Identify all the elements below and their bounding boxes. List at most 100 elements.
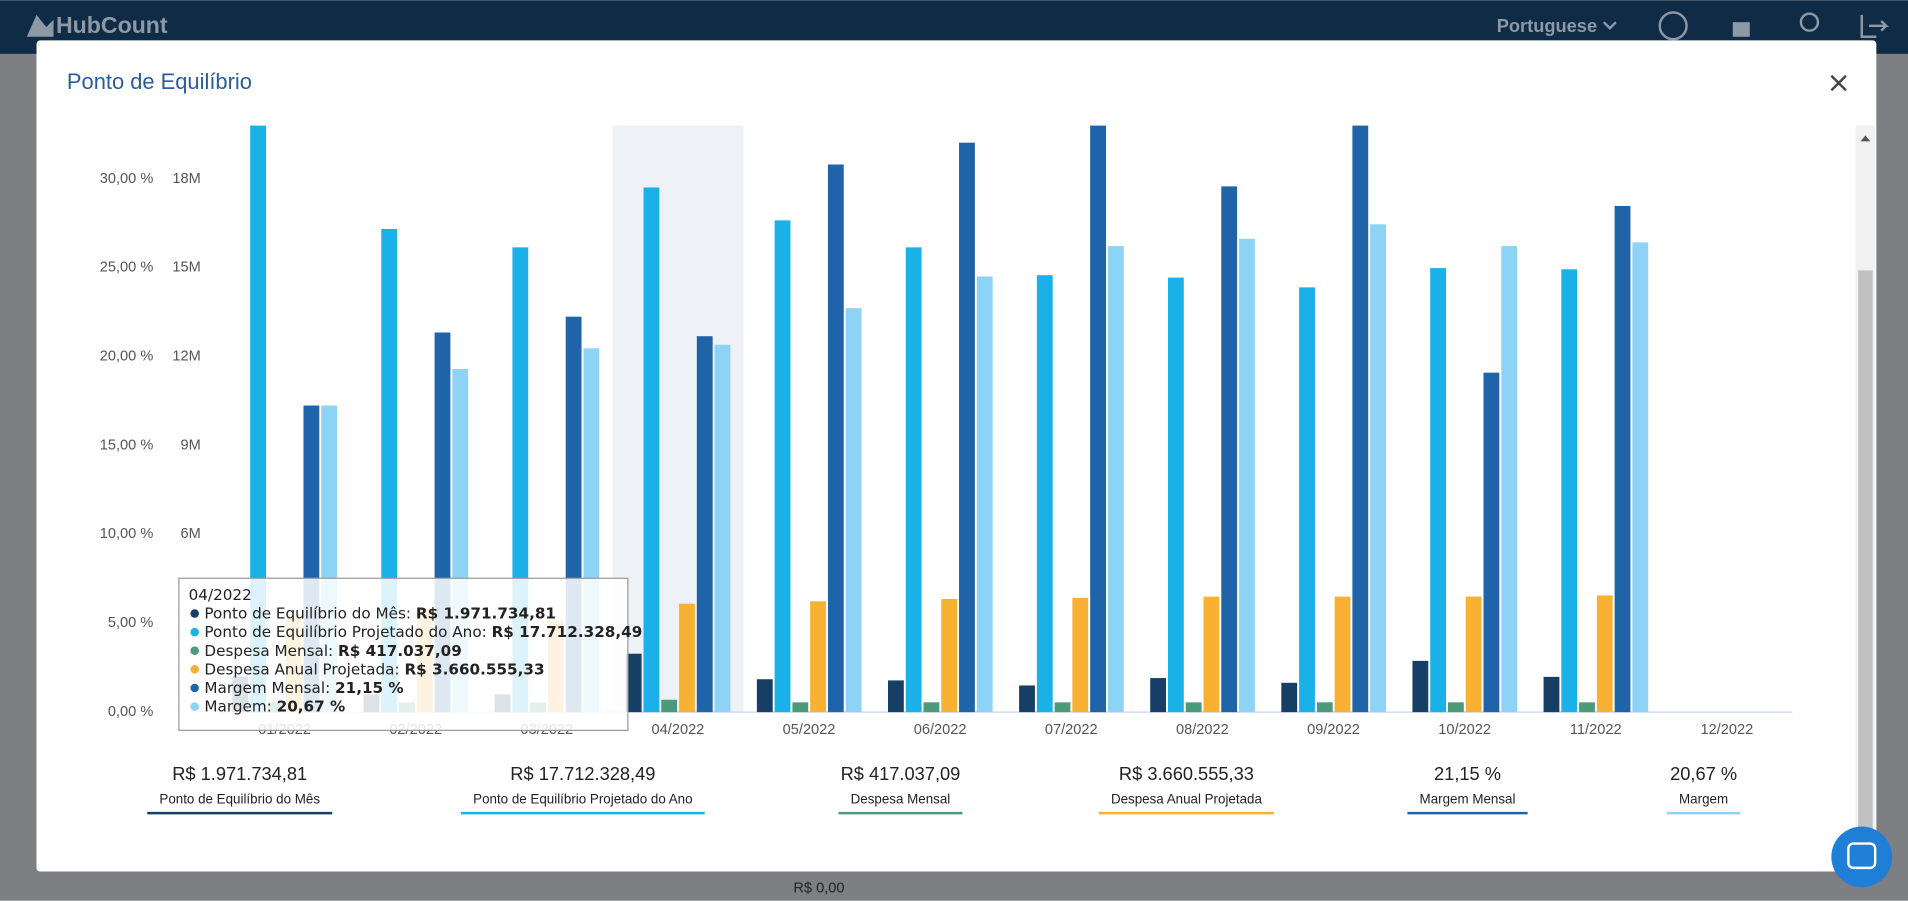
tooltip-dot: [190, 665, 199, 674]
summary-label: Ponto de Equilíbrio do Mês: [159, 791, 320, 806]
modal-title: Ponto de Equilíbrio: [67, 69, 252, 94]
y2-tick-label: 15M: [172, 260, 200, 276]
bar: [714, 344, 731, 713]
logo: HubCount: [56, 12, 168, 38]
tooltip-separator: :: [394, 660, 404, 678]
y-tick-label: 15,00 %: [100, 437, 154, 453]
idea-icon[interactable]: [1799, 12, 1820, 32]
summary-label: Despesa Anual Projetada: [1111, 791, 1263, 806]
bar: [1221, 186, 1238, 713]
chat-icon: [1847, 842, 1877, 870]
bar: [1281, 682, 1298, 713]
x-tick-label: 12/2022: [1700, 722, 1753, 738]
bar: [1019, 685, 1035, 713]
bar: [1370, 224, 1386, 713]
summary-value: 21,15 %: [1434, 763, 1501, 784]
x-tick-label: 06/2022: [914, 722, 967, 738]
bar: [679, 603, 695, 713]
tooltip-separator: :: [406, 604, 416, 622]
bar: [959, 142, 975, 713]
tooltip-value: R$ 1.971.734,81: [416, 604, 556, 622]
bar: [774, 220, 791, 713]
bar: [792, 702, 809, 713]
tooltip-series-name: Ponto de Equilíbrio Projetado do Ano: [204, 623, 481, 641]
bar: [1501, 246, 1518, 713]
tooltip-row: Despesa Anual Projetada: R$ 3.660.555,33: [204, 660, 544, 678]
x-tick-label: 05/2022: [783, 722, 836, 738]
lock-icon[interactable]: [1732, 22, 1750, 37]
chat-button[interactable]: [1831, 826, 1893, 888]
bar: [756, 679, 773, 713]
summary-label: Margem Mensal: [1420, 791, 1516, 806]
close-button[interactable]: [1830, 74, 1847, 92]
summary-label: Ponto de Equilíbrio Projetado do Ano: [473, 791, 692, 806]
summary-label: Despesa Mensal: [851, 791, 951, 806]
y-tick-label: 20,00 %: [100, 349, 154, 365]
bar: [1352, 125, 1369, 713]
tooltip-row: Margem: 20,67 %: [204, 697, 345, 715]
bar: [1090, 125, 1106, 713]
bar: [1167, 277, 1184, 713]
y-tick-label: 25,00 %: [100, 260, 154, 276]
bar: [1054, 702, 1071, 713]
bar: [905, 247, 922, 713]
help-icon[interactable]: [1658, 11, 1688, 41]
bar: [887, 680, 904, 713]
bar: [1465, 596, 1482, 713]
tooltip-series-name: Ponto de Equilíbrio do Mês: [204, 604, 406, 622]
bar: [1632, 242, 1649, 713]
y-tick-label: 0,00 %: [108, 704, 153, 720]
bar: [643, 187, 660, 713]
logout-icon[interactable]: [1860, 14, 1890, 38]
x-tick-label: 07/2022: [1045, 722, 1098, 738]
tooltip-value: R$ 417.037,09: [338, 641, 462, 659]
bar: [1036, 275, 1053, 713]
y2-tick-label: 18M: [172, 171, 200, 187]
y2-tick-label: 12M: [172, 349, 200, 365]
bar: [1543, 676, 1560, 713]
tooltip-series-name: Despesa Mensal: [204, 641, 328, 659]
tooltip-dot: [190, 609, 199, 618]
summary-value: 20,67 %: [1670, 763, 1737, 784]
x-tick-label: 04/2022: [652, 722, 705, 738]
logo-icon: [26, 14, 54, 37]
tooltip-dot: [190, 646, 199, 656]
tooltip-dot: [190, 702, 199, 711]
tooltip-separator: :: [328, 641, 338, 659]
x-tick-label: 09/2022: [1307, 722, 1360, 738]
tooltip-title: 04/2022: [189, 586, 252, 604]
bar: [845, 308, 862, 713]
y-tick-label: 10,00 %: [100, 526, 154, 542]
tooltip-row: Ponto de Equilíbrio do Mês: R$ 1.971.734…: [204, 604, 556, 622]
bar: [1239, 238, 1255, 713]
bar: [1203, 596, 1220, 713]
bar: [923, 702, 940, 713]
summary: R$ 1.971.734,81 Ponto de Equilíbrio do Mê…: [147, 763, 1741, 815]
bar: [1561, 269, 1578, 713]
scrollbar-thumb[interactable]: [1858, 270, 1873, 831]
bar: [696, 336, 713, 713]
background-label: R$ 0,00: [793, 880, 844, 896]
bar: [1072, 597, 1089, 713]
bar: [1185, 702, 1202, 713]
tooltip-row: Ponto de Equilíbrio Projetado do Ano: R$…: [204, 623, 642, 641]
tooltip-row: Margem Mensal: 21,15 %: [204, 679, 403, 697]
bar: [1299, 287, 1315, 713]
tooltip-dot: [190, 627, 199, 637]
x-tick-label: 11/2022: [1570, 722, 1622, 738]
y2-tick-label: 9M: [180, 437, 200, 453]
language-selector[interactable]: Portuguese: [1497, 15, 1597, 36]
tooltip-series-name: Despesa Anual Projetada: [204, 660, 394, 678]
bar: [976, 276, 993, 713]
scroll-up[interactable]: [1860, 135, 1871, 142]
bar: [1483, 372, 1500, 713]
bar: [1430, 268, 1447, 713]
tooltip-row: Despesa Mensal: R$ 417.037,09: [204, 641, 461, 659]
tooltip-value: 21,15 %: [335, 679, 404, 697]
bar: [1334, 596, 1351, 713]
chevron: [1602, 21, 1617, 30]
summary-value: R$ 417.037,09: [841, 763, 961, 784]
bar: [1107, 246, 1124, 713]
